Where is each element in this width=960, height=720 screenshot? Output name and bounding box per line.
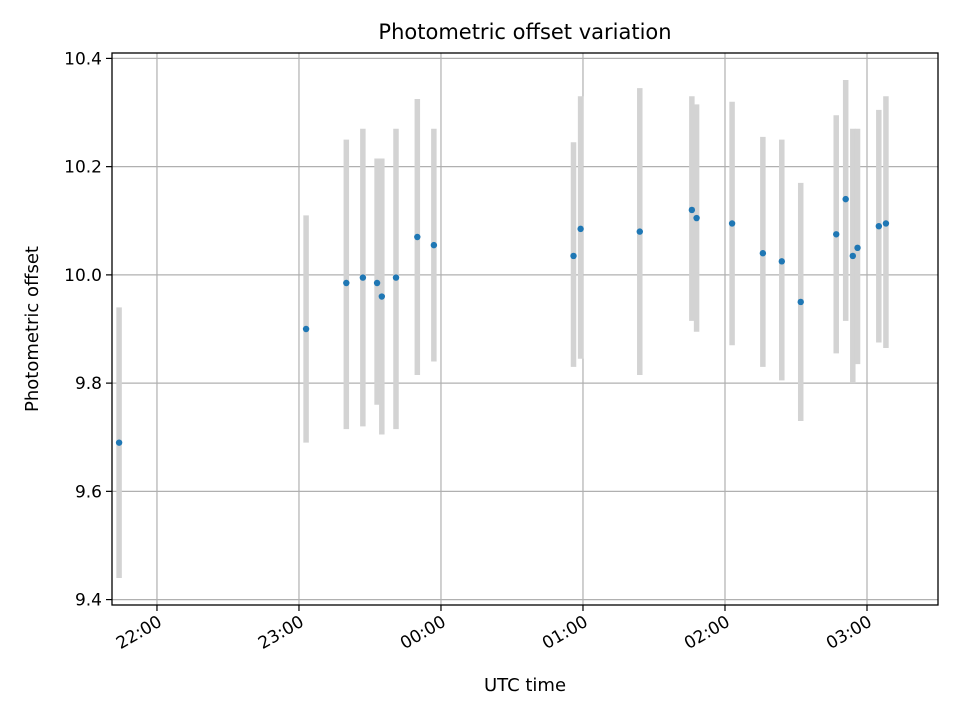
data-point xyxy=(378,293,386,300)
y-axis-label: Photometric offset xyxy=(22,246,43,412)
y-tick-label: 9.8 xyxy=(75,374,102,394)
data-point xyxy=(359,274,367,281)
y-tick-label: 9.6 xyxy=(75,482,102,502)
data-point xyxy=(430,241,438,249)
data-point xyxy=(849,252,856,260)
x-tick-label: 02:00 xyxy=(681,612,733,654)
x-tick-label: 03:00 xyxy=(823,612,875,654)
data-point xyxy=(728,220,736,227)
data-point xyxy=(392,274,400,281)
data-point xyxy=(115,439,123,446)
data-point xyxy=(373,279,381,287)
data-point xyxy=(759,250,767,257)
data-point xyxy=(570,252,577,260)
error-bars xyxy=(116,80,889,578)
chart-title: Photometric offset variation xyxy=(378,20,671,44)
data-point xyxy=(778,258,785,265)
data-point xyxy=(343,279,350,287)
data-point xyxy=(842,195,849,203)
data-points xyxy=(115,195,890,446)
x-tick-label: 00:00 xyxy=(397,612,449,654)
data-point xyxy=(302,325,310,333)
plot-frame xyxy=(111,52,939,606)
data-point xyxy=(693,214,700,222)
x-tick-label: 22:00 xyxy=(113,612,165,654)
data-point xyxy=(833,231,840,238)
data-point xyxy=(577,225,584,233)
data-point xyxy=(688,206,696,214)
y-tick-label: 10.0 xyxy=(64,266,102,286)
data-point xyxy=(854,244,861,252)
y-tick-label: 10.4 xyxy=(64,49,102,69)
data-point xyxy=(882,220,890,227)
data-point xyxy=(875,222,883,230)
grid xyxy=(112,53,938,605)
x-tick-label: 23:00 xyxy=(255,612,307,654)
data-point xyxy=(797,298,804,306)
x-tick-label: 01:00 xyxy=(539,612,591,654)
y-tick-label: 9.4 xyxy=(75,591,102,611)
data-point xyxy=(636,228,643,235)
y-tick-label: 10.2 xyxy=(64,158,102,178)
data-point xyxy=(414,233,421,241)
x-axis-label: UTC time xyxy=(484,675,566,696)
axis-ticks: 22:00 23:00 00:00 01:00 02:00 03:00 9.4 9.6 9.8 1… xyxy=(64,49,875,653)
